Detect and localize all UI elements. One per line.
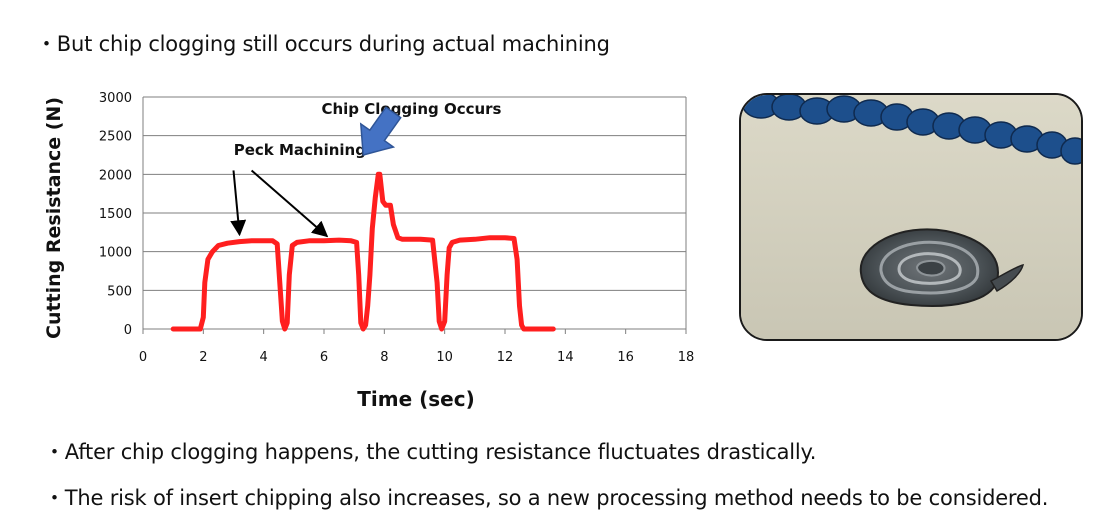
x-tick-label: 0 (139, 350, 147, 365)
x-tick-label: 14 (557, 350, 574, 365)
y-tick-label: 500 (107, 284, 132, 299)
cutting-resistance-line (170, 171, 556, 332)
chart-grid (143, 96, 686, 330)
y-tick-label: 2500 (99, 130, 132, 145)
x-tick-label: 6 (320, 350, 328, 365)
y-tick-label: 1500 (99, 207, 132, 222)
bullet-insert-chipping-risk: ・The risk of insert chipping also increa… (44, 486, 1049, 510)
bullet-resistance-fluctuates: ・After chip clogging happens, the cuttin… (44, 440, 817, 464)
annotation-arrow (230, 170, 247, 237)
x-tick-label: 16 (617, 350, 634, 365)
chart-axes (142, 97, 687, 334)
chip-clogging-arrow (359, 106, 402, 156)
x-tick-label: 2 (199, 350, 207, 365)
y-tick-label: 2000 (99, 168, 132, 183)
y-tick-label: 1000 (99, 246, 132, 261)
x-axis-label: Time (sec) (357, 387, 474, 411)
annotation-arrow (250, 169, 329, 238)
y-tick-label: 0 (124, 323, 132, 338)
x-tick-label: 10 (436, 350, 453, 365)
x-tick-label: 4 (260, 350, 268, 365)
x-tick-label: 12 (497, 350, 514, 365)
bullet-chip-clogging: ・But chip clogging still occurs during a… (36, 32, 610, 56)
chip-photo-image (741, 95, 1081, 339)
annotation-label: Chip Clogging Occurs (321, 100, 501, 118)
clogged-chip (859, 228, 1025, 307)
annotation-label: Peck Machining (234, 141, 366, 159)
x-tick-label: 8 (380, 350, 388, 365)
y-tick-labels: 0 500 1000 1500 2000 2500 3000 (99, 91, 132, 338)
x-tick-labels: 0 2 4 6 8 10 12 14 16 18 (139, 350, 694, 365)
y-axis-label: Cutting Resistance (N) (43, 97, 65, 339)
chart-annotations: Peck Machining Chip Clogging Occurs (230, 100, 502, 238)
x-tick-label: 18 (678, 350, 695, 365)
chip-photo (739, 93, 1083, 341)
y-tick-label: 3000 (99, 91, 132, 106)
chart-series (170, 171, 556, 332)
spiral-chip (742, 95, 1081, 165)
